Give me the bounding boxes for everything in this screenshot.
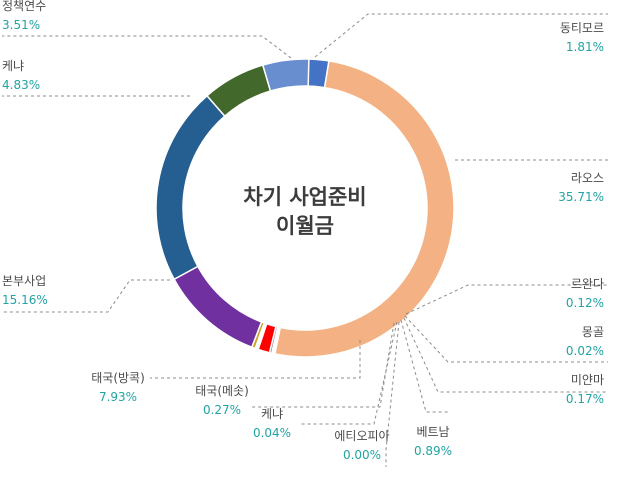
slice-labels: 동티모르 1.81% 라오스 35.71% 르완다 0.12% 몽골 0.02% 미얀마 0.17… xyxy=(2,0,604,462)
leader-line-7 xyxy=(385,321,400,467)
leader-line-1 xyxy=(314,13,608,58)
slice-label-name-8: 케냐 xyxy=(261,407,283,421)
slice-label-percent-6: 0.89% xyxy=(414,444,452,458)
slice-label-percent-7: 0.00% xyxy=(343,448,381,462)
slice-label-name-1: 동티모르 xyxy=(560,21,604,35)
slice-label-percent-13: 3.51% xyxy=(2,18,40,32)
slice-label-percent-11: 15.16% xyxy=(2,293,48,307)
slice-label-percent-9: 0.27% xyxy=(203,403,241,417)
slice-label-name-11: 본부사업 xyxy=(2,274,46,288)
slice-label-name-9: 태국(메솟) xyxy=(195,384,249,398)
donut-slice-10 xyxy=(173,265,263,349)
slice-label-name-13: 정책연수 xyxy=(2,0,46,13)
leader-lines xyxy=(2,13,608,467)
slice-label-percent-8: 0.04% xyxy=(253,426,291,440)
slice-label-name-5: 미얀마 xyxy=(571,373,604,387)
center-title-line-1: 차기 사업준비 xyxy=(243,185,366,209)
slice-label-name-2: 라오스 xyxy=(571,171,604,185)
leader-line-4 xyxy=(404,315,608,363)
slice-label-percent-4: 0.02% xyxy=(566,344,604,358)
leader-line-6 xyxy=(400,319,450,413)
donut-slice-13 xyxy=(261,58,310,92)
slice-label-percent-1: 1.81% xyxy=(566,40,604,54)
leader-line-3 xyxy=(405,284,608,315)
leader-line-11 xyxy=(2,279,170,313)
leader-line-5 xyxy=(403,317,608,393)
slice-label-percent-12: 4.83% xyxy=(2,78,40,92)
slice-label-percent-2: 35.71% xyxy=(558,190,604,204)
donut-slices xyxy=(155,58,455,358)
leader-line-8 xyxy=(300,321,398,425)
center-title-line-2: 이월금 xyxy=(276,214,334,238)
slice-label-percent-3: 0.12% xyxy=(566,296,604,310)
slice-label-percent-5: 0.17% xyxy=(566,392,604,406)
slice-label-name-7: 에티오피아 xyxy=(334,429,389,443)
donut-slice-11 xyxy=(155,94,226,281)
slice-label-name-6: 베트남 xyxy=(416,425,449,439)
slice-label-name-4: 몽골 xyxy=(582,325,604,339)
slice-label-name-3: 르완다 xyxy=(571,277,604,291)
slice-label-name-10: 태국(방콕) xyxy=(91,371,145,385)
leader-line-13 xyxy=(2,35,292,59)
slice-label-percent-10: 7.93% xyxy=(99,390,137,404)
leader-line-10 xyxy=(150,340,361,379)
slice-label-name-12: 케냐 xyxy=(2,59,24,73)
leader-line-9 xyxy=(250,322,395,408)
